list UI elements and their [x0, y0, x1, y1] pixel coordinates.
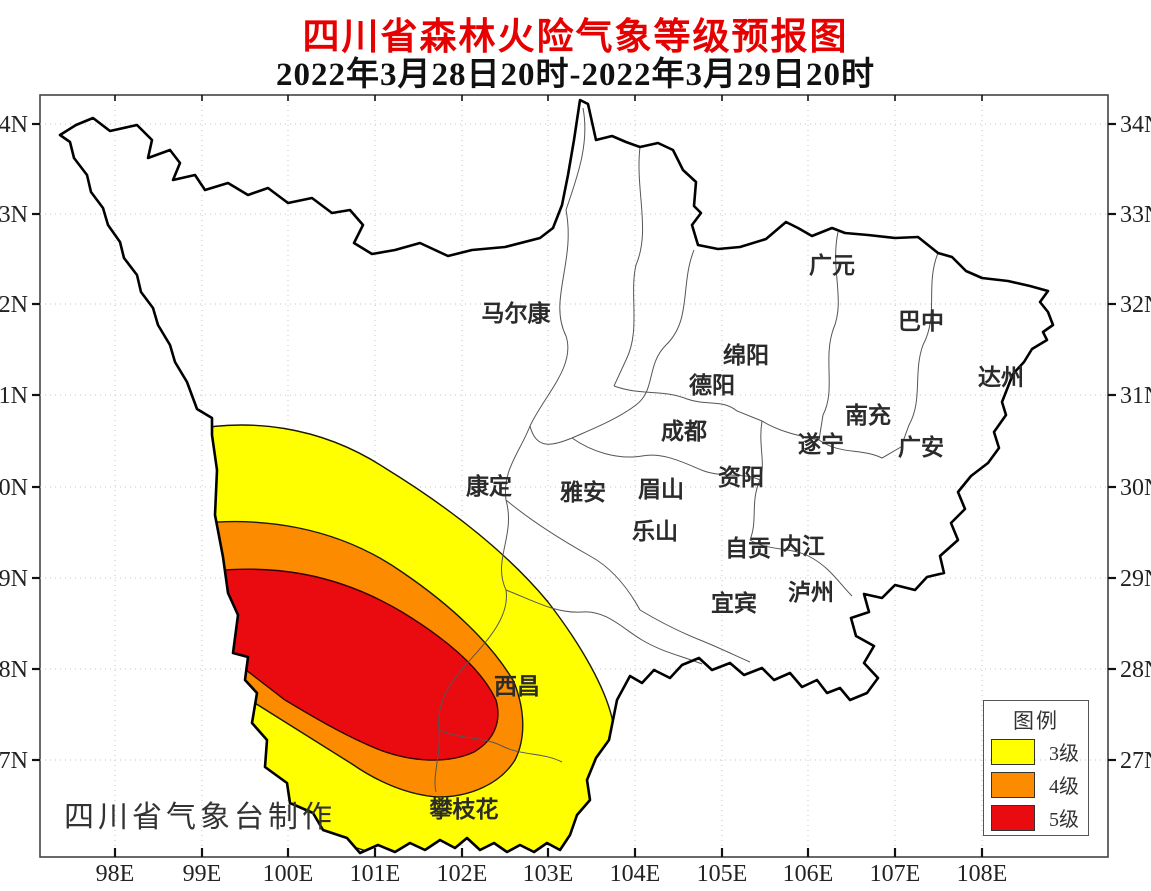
- legend-item: 4级: [984, 768, 1088, 801]
- lat-tick-label-right: 27N: [1120, 748, 1151, 774]
- city-label: 宜宾: [711, 590, 757, 616]
- city-label: 南充: [845, 402, 891, 428]
- lat-tick-label-right: 33N: [1120, 202, 1151, 228]
- city-label: 泸州: [788, 579, 834, 605]
- lon-tick-label: 100E: [263, 861, 314, 887]
- lon-tick-label: 106E: [783, 861, 834, 887]
- lat-tick-label-right: 29N: [1120, 566, 1151, 592]
- axis-ticks: [32, 95, 1116, 857]
- legend-label: 3级: [1049, 743, 1079, 765]
- city-label: 广安: [898, 434, 944, 460]
- lon-tick-label: 102E: [437, 861, 488, 887]
- city-label: 绵阳: [723, 342, 769, 368]
- city-label: 达州: [978, 364, 1024, 390]
- city-label: 西昌: [494, 673, 540, 699]
- city-label: 巴中: [898, 308, 944, 334]
- axis-labels: 98E 99E 100E 101E 102E 103E 104E 105E 106E 107E 10…: [0, 112, 1151, 887]
- lat-tick-label-left: 29N: [0, 566, 28, 592]
- lat-tick-label-right: 30N: [1120, 475, 1151, 501]
- lon-tick-label: 103E: [523, 861, 574, 887]
- city-label: 德阳: [689, 372, 735, 398]
- legend-title: 图例: [1013, 709, 1059, 733]
- lon-tick-label: 99E: [183, 861, 222, 887]
- city-label: 眉山: [638, 476, 684, 502]
- city-label: 成都: [661, 418, 707, 444]
- province-boundary: [58, 98, 1055, 855]
- producer-credit: 四川省气象台制作: [64, 801, 336, 834]
- city-label: 乐山: [632, 518, 678, 544]
- legend-item: 5级: [984, 801, 1088, 834]
- fire-zone-level5: [166, 568, 499, 761]
- city-label: 自贡: [725, 535, 771, 561]
- city-label: 马尔康: [482, 300, 552, 326]
- legend-box: 图例 3级 4级 5级: [983, 700, 1089, 836]
- legend-label: 4级: [1049, 776, 1079, 798]
- page-title: 四川省森林火险气象等级预报图: [302, 17, 849, 58]
- lon-tick-label: 101E: [350, 861, 401, 887]
- lon-tick-label: 108E: [957, 861, 1008, 887]
- city-label: 康定: [466, 473, 512, 499]
- lon-tick-label: 104E: [610, 861, 661, 887]
- lat-tick-label-left: 32N: [0, 292, 28, 318]
- lat-tick-label-left: 30N: [0, 475, 28, 501]
- city-labels: 马尔康 广元巴中绵阳达州 德阳南充成都遂宁 广安资阳 康定 雅安 眉山乐山自贡 内江泸州 宜宾西…: [429, 252, 1025, 822]
- lat-tick-label-left: 34N: [0, 112, 28, 138]
- page-subtitle: 2022年3月28日20时-2022年3月29日20时: [276, 57, 875, 93]
- lon-tick-label: 98E: [96, 861, 135, 887]
- lat-tick-label-right: 28N: [1120, 657, 1151, 683]
- city-label: 攀枝花: [429, 796, 499, 822]
- lat-tick-label-left: 31N: [0, 383, 28, 409]
- lon-tick-label: 107E: [870, 861, 921, 887]
- legend-swatch: [991, 771, 1035, 798]
- legend-item: 3级: [984, 735, 1088, 768]
- lat-tick-label-left: 27N: [0, 748, 28, 774]
- map-frame: [39, 94, 1109, 858]
- lat-tick-label-left: 28N: [0, 657, 28, 683]
- lat-tick-label-right: 31N: [1120, 383, 1151, 409]
- prefecture-boundaries: [434, 107, 939, 793]
- legend-swatch: [991, 804, 1035, 831]
- lat-tick-label-left: 33N: [0, 202, 28, 228]
- city-label: 雅安: [560, 479, 606, 505]
- city-label: 遂宁: [798, 431, 844, 457]
- lon-tick-label: 105E: [697, 861, 748, 887]
- city-label: 内江: [779, 533, 825, 559]
- city-label: 广元: [809, 252, 855, 278]
- legend-label: 5级: [1049, 809, 1079, 831]
- lat-tick-label-right: 32N: [1120, 292, 1151, 318]
- city-label: 资阳: [718, 464, 764, 490]
- lat-tick-label-right: 34N: [1120, 112, 1151, 138]
- legend-swatch: [991, 738, 1035, 765]
